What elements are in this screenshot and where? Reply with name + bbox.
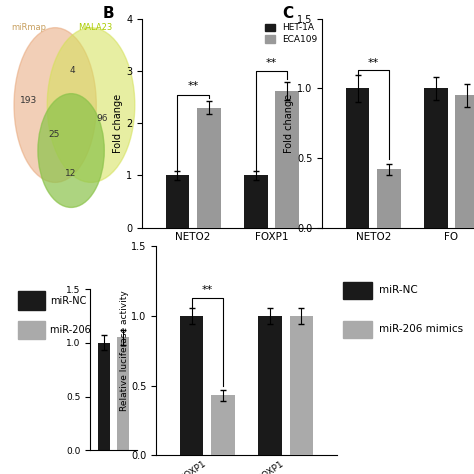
Text: 12: 12 bbox=[65, 169, 77, 178]
Bar bbox=[343, 321, 373, 337]
Bar bbox=[275, 91, 299, 228]
Text: 96: 96 bbox=[96, 114, 108, 123]
Text: miRmap: miRmap bbox=[11, 23, 46, 32]
Text: miR-206 mimics: miR-206 mimics bbox=[50, 325, 129, 335]
Text: miR-NC: miR-NC bbox=[379, 285, 418, 295]
Bar bbox=[346, 89, 369, 228]
Text: 193: 193 bbox=[20, 96, 37, 105]
Y-axis label: Fold change: Fold change bbox=[284, 94, 294, 153]
Bar bbox=[197, 108, 220, 228]
Bar bbox=[343, 282, 373, 299]
Bar bbox=[290, 316, 313, 455]
Ellipse shape bbox=[47, 27, 135, 182]
Text: **: ** bbox=[202, 285, 213, 295]
Bar bbox=[244, 175, 267, 228]
Text: MALA23: MALA23 bbox=[78, 23, 112, 32]
Ellipse shape bbox=[14, 27, 96, 182]
Text: B: B bbox=[102, 7, 114, 21]
Text: **: ** bbox=[188, 82, 199, 91]
Text: 25: 25 bbox=[48, 130, 60, 139]
Y-axis label: Relative luciferase activity: Relative luciferase activity bbox=[119, 291, 128, 411]
Text: 4: 4 bbox=[70, 66, 75, 75]
Text: **: ** bbox=[368, 58, 379, 68]
Y-axis label: Fold change: Fold change bbox=[113, 94, 123, 153]
Bar bbox=[456, 95, 474, 228]
Text: miR-206 mimics: miR-206 mimics bbox=[379, 324, 463, 335]
Text: **: ** bbox=[266, 58, 277, 68]
Bar bbox=[117, 337, 129, 450]
Bar bbox=[98, 343, 110, 450]
Bar bbox=[18, 292, 45, 310]
Bar bbox=[211, 395, 235, 455]
Ellipse shape bbox=[38, 94, 104, 208]
Bar bbox=[258, 316, 282, 455]
Bar bbox=[424, 89, 447, 228]
Bar bbox=[180, 316, 203, 455]
Text: miR-NC: miR-NC bbox=[50, 296, 86, 306]
Bar bbox=[166, 175, 189, 228]
Bar bbox=[18, 320, 45, 339]
Bar bbox=[377, 169, 401, 228]
Legend: HET-1A, ECA109: HET-1A, ECA109 bbox=[264, 24, 318, 44]
Text: C: C bbox=[283, 7, 294, 21]
